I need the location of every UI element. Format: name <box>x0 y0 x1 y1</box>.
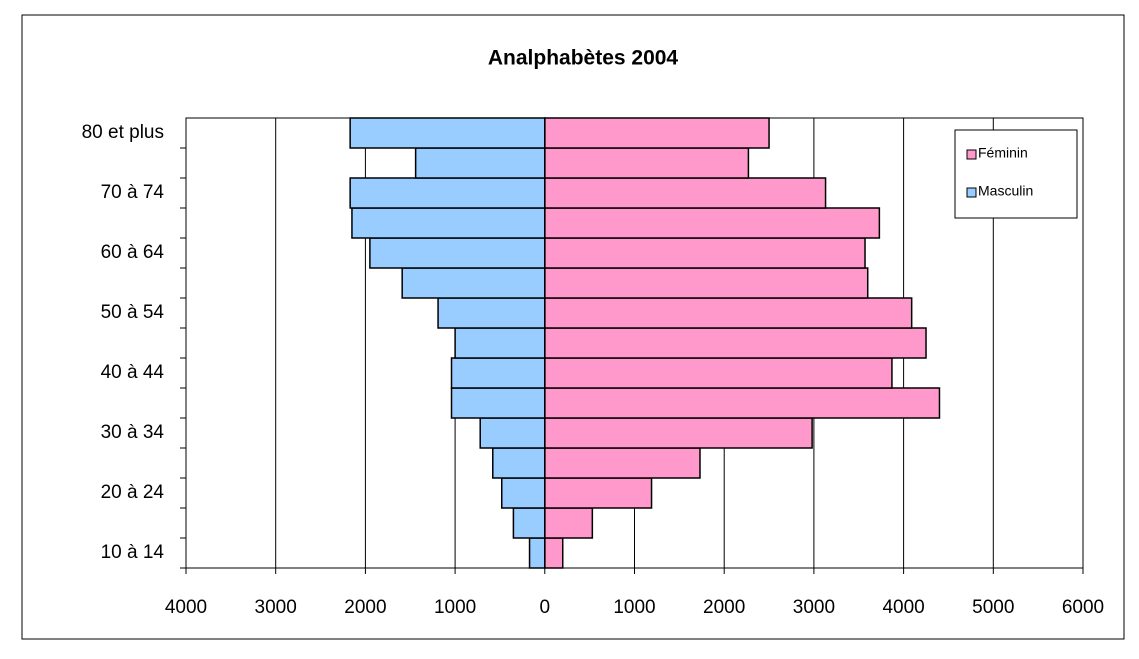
bar <box>544 237 866 269</box>
bar <box>544 477 653 509</box>
bar <box>544 207 881 239</box>
legend-swatch <box>966 187 977 198</box>
y-tick-label: 50 à 54 <box>101 302 165 323</box>
bar <box>351 207 546 239</box>
x-tick-label: 4000 <box>882 597 924 618</box>
y-tick-label: 20 à 24 <box>101 482 165 503</box>
bar <box>450 387 546 419</box>
y-tick-label: 30 à 34 <box>101 422 165 443</box>
y-tick-label: 40 à 44 <box>101 362 165 383</box>
bar <box>512 507 546 539</box>
y-tick-label: 60 à 64 <box>101 242 165 263</box>
x-tick-label: 3000 <box>255 597 297 618</box>
bar <box>544 267 869 299</box>
y-tick-label: 70 à 74 <box>101 182 165 203</box>
bar <box>544 507 594 539</box>
bar <box>544 297 913 329</box>
bar <box>544 177 827 209</box>
x-tick-label: 3000 <box>793 597 835 618</box>
bar <box>349 177 546 209</box>
bar <box>454 327 546 359</box>
bar <box>544 417 813 449</box>
bar <box>492 447 546 479</box>
bar <box>528 537 546 569</box>
bar <box>544 327 927 359</box>
legend <box>954 129 1078 219</box>
x-tick-label: 1000 <box>434 597 476 618</box>
x-tick-label: 4000 <box>165 597 207 618</box>
legend-swatch <box>966 149 977 160</box>
bar <box>479 417 546 449</box>
y-tick-label: 80 et plus <box>82 122 164 143</box>
bar <box>401 267 546 299</box>
bar <box>544 117 770 149</box>
legend-label: Féminin <box>978 145 1028 161</box>
bar <box>500 477 546 509</box>
x-tick-label: 0 <box>540 597 551 618</box>
x-tick-label: 5000 <box>972 597 1014 618</box>
bar <box>544 147 750 179</box>
y-tick-label: 10 à 14 <box>101 542 165 563</box>
bar <box>544 357 893 389</box>
bar <box>437 297 546 329</box>
x-tick-label: 2000 <box>703 597 745 618</box>
bar <box>544 387 941 419</box>
chart-title: Analphabètes 2004 <box>488 47 679 70</box>
x-tick-label: 6000 <box>1062 597 1104 618</box>
bar <box>369 237 546 269</box>
x-tick-label: 1000 <box>613 597 655 618</box>
bar <box>414 147 546 179</box>
legend-label: Masculin <box>978 183 1033 199</box>
plot-border <box>185 117 1084 569</box>
bar <box>349 117 546 149</box>
x-tick-label: 2000 <box>344 597 386 618</box>
bar <box>544 537 564 569</box>
bar <box>450 357 546 389</box>
bar <box>544 447 701 479</box>
